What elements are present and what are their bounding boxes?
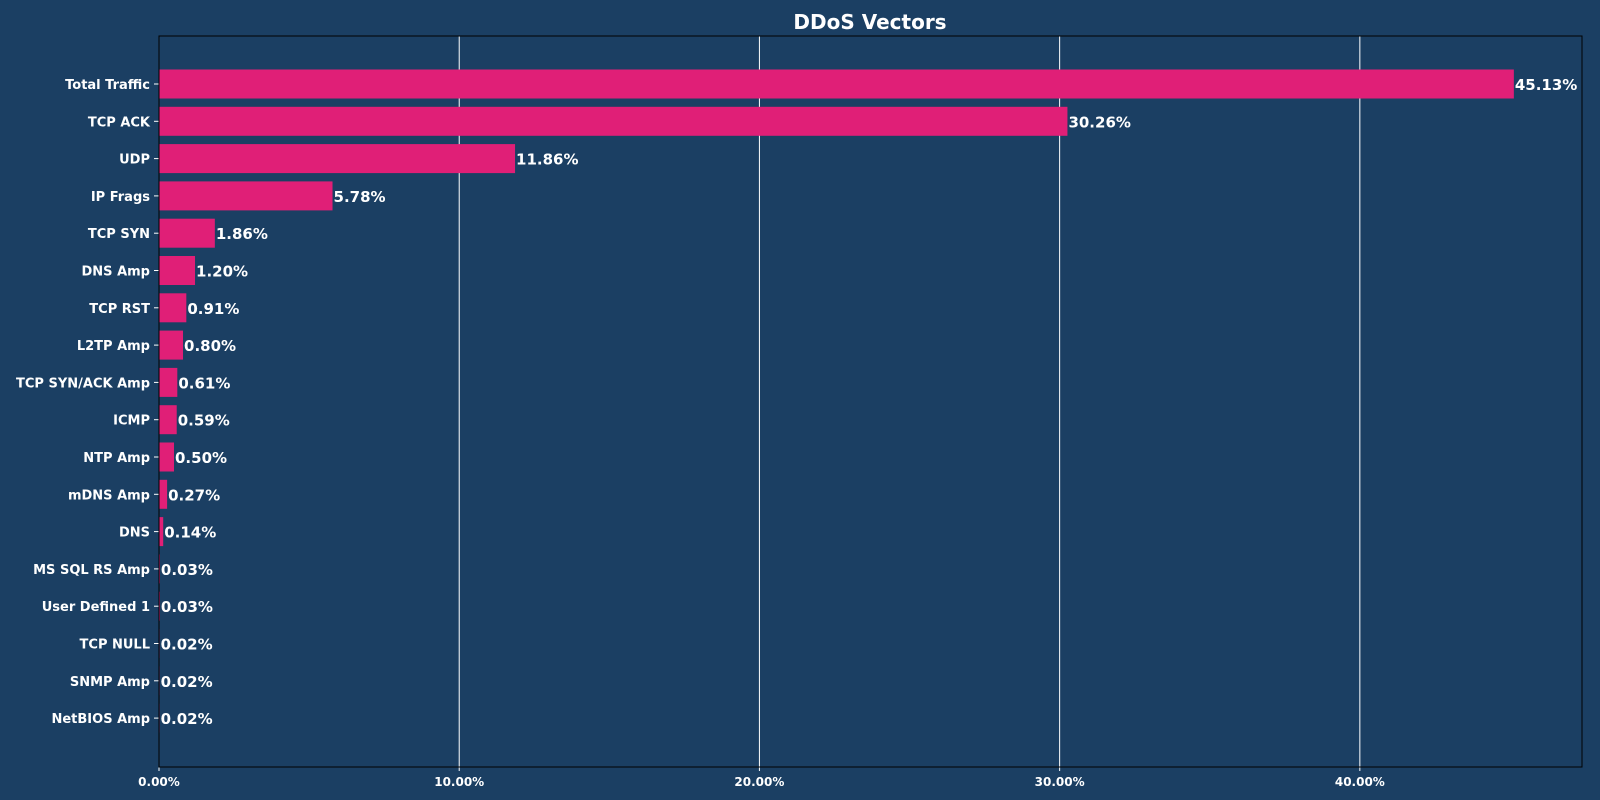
axes [154,35,1583,771]
bar [159,106,1068,136]
category-label: IP Frags [91,190,150,205]
value-label: 45.13% [1515,76,1577,94]
value-label: 30.26% [1068,113,1130,131]
bar [159,330,184,360]
bar [159,367,178,397]
bar [159,405,177,435]
value-label: 1.86% [216,225,268,243]
category-label: UDP [119,153,150,168]
value-label: 1.20% [196,263,248,281]
value-label: 0.14% [164,524,216,542]
category-label: TCP SYN [88,227,150,242]
category-label: TCP RST [89,302,150,317]
value-label: 0.59% [178,412,230,430]
value-label: 0.61% [178,374,230,392]
category-label: Total Traffic [65,78,150,93]
value-label: 11.86% [516,151,578,169]
bar [159,479,168,509]
chart-title: DDoS Vectors [793,10,946,34]
category-label: SNMP Amp [70,675,150,690]
bar [159,218,215,248]
category-label: TCP NULL [80,638,150,653]
bar [159,256,196,285]
value-label: 0.50% [175,449,227,467]
labels: 0.00% 10.00% 20.00% 30.00% 40.00% Total Traff… [16,76,1577,789]
category-label: TCP SYN/ACK Amp [16,376,150,391]
bar [159,293,187,323]
value-label: 0.03% [161,561,213,579]
bar [159,517,164,547]
value-label: 0.27% [168,486,220,504]
x-tick-label: 20.00% [734,775,784,789]
x-tick-label: 0.00% [138,775,180,789]
category-label: NetBIOS Amp [51,712,150,727]
value-label: 0.80% [184,337,236,355]
category-label: ICMP [113,414,150,429]
grid-lines [458,36,1361,767]
category-label: User Defined 1 [42,600,150,615]
x-tick-label: 40.00% [1335,775,1385,789]
category-label: mDNS Amp [68,488,150,503]
value-label: 5.78% [334,188,386,206]
category-label: DNS Amp [82,265,150,280]
category-label: DNS [119,526,150,541]
bar [159,69,1514,99]
value-label: 0.02% [161,710,213,728]
x-tick-label: 30.00% [1035,775,1085,789]
category-label: L2TP Amp [77,339,150,354]
bar [159,144,516,174]
value-label: 0.02% [161,636,213,654]
bar [159,181,333,211]
category-label: MS SQL RS Amp [33,563,150,578]
category-label: TCP ACK [88,115,151,130]
plot-frame [158,35,1583,768]
value-label: 0.02% [161,673,213,691]
category-label: NTP Amp [83,451,150,466]
value-label: 0.91% [187,300,239,318]
x-tick-label: 10.00% [434,775,484,789]
bars [159,69,1514,733]
bar [159,442,175,472]
value-label: 0.03% [161,598,213,616]
